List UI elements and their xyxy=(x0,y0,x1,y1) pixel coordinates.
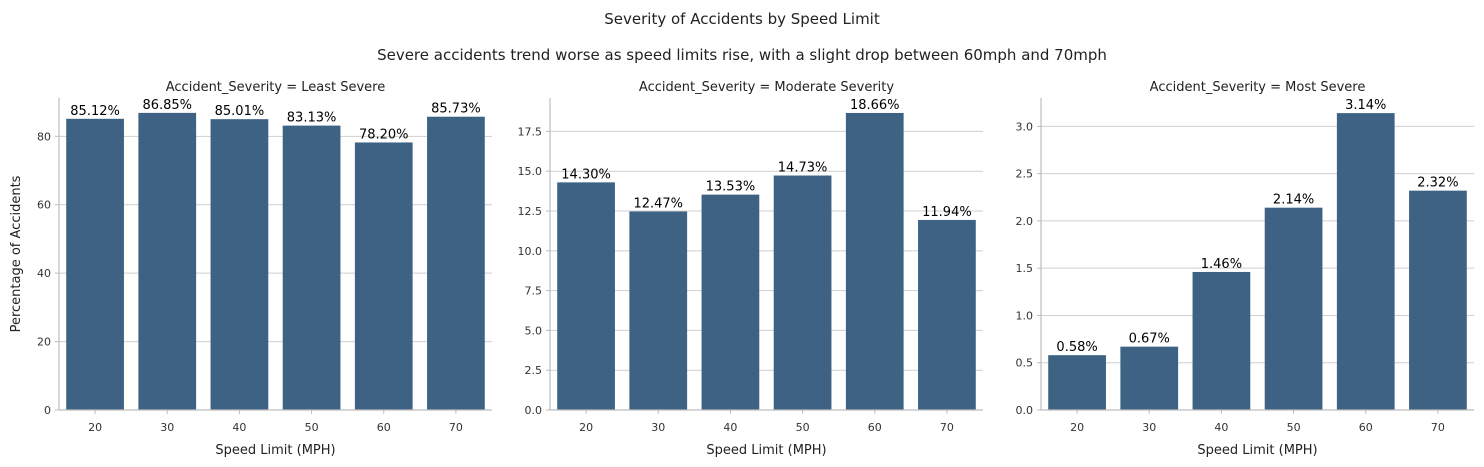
y-tick-label: 2.0 xyxy=(1016,215,1034,228)
data-label: 83.13% xyxy=(287,111,337,126)
data-label: 14.30% xyxy=(561,167,611,182)
chart-panel-2: 0.0 2.5 5.0 7.5 10.0 12.5 15.0 17.5 14.30% 20 12.4… xyxy=(518,80,983,458)
chart-panel-1: 0 20 40 60 80 85.12% 20 86.85% 30 85.01% 40 83.13% 5… xyxy=(9,80,492,458)
x-axis-label: Speed Limit (MPH) xyxy=(215,443,335,458)
x-tick-label: 50 xyxy=(305,421,319,434)
x-tick-label: 20 xyxy=(579,421,593,434)
figure-title: Severity of Accidents by Speed Limit xyxy=(604,10,880,28)
x-tick-label: 60 xyxy=(868,421,882,434)
bar-30 xyxy=(138,112,197,410)
y-tick-label: 15.0 xyxy=(518,165,543,178)
data-label: 85.73% xyxy=(431,102,481,117)
bar-20 xyxy=(557,182,615,410)
x-tick-label: 70 xyxy=(449,421,463,434)
bar-70 xyxy=(1409,190,1467,410)
y-tick-label: 2.5 xyxy=(1016,168,1034,181)
data-label: 0.58% xyxy=(1056,340,1097,355)
x-tick-label: 40 xyxy=(232,421,246,434)
y-tick-label: 7.5 xyxy=(525,285,543,298)
figure-subtitle: Severe accidents trend worse as speed li… xyxy=(377,46,1107,64)
chart-panels: 0 20 40 60 80 85.12% 20 86.85% 30 85.01% 40 83.13% 5… xyxy=(9,80,1474,458)
data-label: 11.94% xyxy=(922,205,972,220)
x-tick-label: 60 xyxy=(1359,421,1373,434)
bar-70 xyxy=(918,219,976,410)
data-label: 86.85% xyxy=(142,98,192,113)
y-tick-label: 0.0 xyxy=(525,404,543,417)
x-tick-label: 30 xyxy=(1142,421,1156,434)
data-label: 85.01% xyxy=(215,104,265,119)
panel-title: Accident_Severity = Most Severe xyxy=(1150,80,1366,95)
y-tick-label: 3.0 xyxy=(1016,120,1034,133)
x-tick-label: 30 xyxy=(160,421,174,434)
bar-40 xyxy=(1192,271,1251,410)
y-tick-label: 20 xyxy=(37,336,51,349)
x-tick-label: 30 xyxy=(651,421,665,434)
x-tick-label: 50 xyxy=(796,421,810,434)
x-tick-label: 70 xyxy=(940,421,954,434)
data-label: 0.67% xyxy=(1129,332,1170,347)
data-label: 3.14% xyxy=(1345,98,1386,113)
x-tick-label: 50 xyxy=(1287,421,1301,434)
y-tick-label: 80 xyxy=(37,130,51,143)
bar-20 xyxy=(66,118,124,411)
chart-panel-3: 0.0 0.5 1.0 1.5 2.0 2.5 3.0 0.58% 20 0.67% 30 1.46%… xyxy=(1016,80,1474,458)
data-label: 85.12% xyxy=(70,104,120,119)
bar-50 xyxy=(773,175,832,410)
bar-50 xyxy=(1264,207,1323,410)
y-tick-label: 0.0 xyxy=(1016,404,1034,417)
x-tick-label: 20 xyxy=(88,421,102,434)
x-tick-label: 60 xyxy=(377,421,391,434)
bar-40 xyxy=(210,119,269,410)
panel-title: Accident_Severity = Moderate Severity xyxy=(639,80,894,95)
panel-title: Accident_Severity = Least Severe xyxy=(166,80,385,95)
y-tick-label: 1.0 xyxy=(1016,309,1034,322)
bar-50 xyxy=(282,125,341,410)
y-tick-label: 0 xyxy=(44,404,51,417)
data-label: 2.32% xyxy=(1417,176,1458,191)
x-axis-label: Speed Limit (MPH) xyxy=(1197,443,1317,458)
y-tick-label: 1.5 xyxy=(1016,262,1034,275)
bar-60 xyxy=(1336,113,1395,411)
data-label: 1.46% xyxy=(1201,257,1242,272)
y-tick-label: 60 xyxy=(37,199,51,212)
x-tick-label: 20 xyxy=(1070,421,1084,434)
x-axis-label: Speed Limit (MPH) xyxy=(706,443,826,458)
data-label: 13.53% xyxy=(706,180,756,195)
y-tick-label: 2.5 xyxy=(525,364,543,377)
y-tick-label: 0.5 xyxy=(1016,357,1034,370)
data-label: 14.73% xyxy=(778,161,828,176)
bar-60 xyxy=(845,112,904,411)
y-tick-label: 10.0 xyxy=(518,245,543,258)
y-tick-label: 17.5 xyxy=(518,125,543,138)
data-label: 18.66% xyxy=(850,98,900,113)
x-tick-label: 40 xyxy=(1214,421,1228,434)
bar-60 xyxy=(354,142,413,410)
bar-40 xyxy=(701,194,760,410)
y-axis-label: Percentage of Accidents xyxy=(9,175,24,332)
y-tick-label: 12.5 xyxy=(518,205,543,218)
data-label: 12.47% xyxy=(633,196,683,211)
data-label: 2.14% xyxy=(1273,193,1314,208)
data-label: 78.20% xyxy=(359,127,409,142)
y-tick-label: 40 xyxy=(37,267,51,280)
x-tick-label: 40 xyxy=(723,421,737,434)
bar-30 xyxy=(629,211,688,410)
bar-30 xyxy=(1120,346,1179,410)
x-tick-label: 70 xyxy=(1431,421,1445,434)
bar-70 xyxy=(427,116,485,410)
bar-20 xyxy=(1048,355,1106,410)
y-tick-label: 5.0 xyxy=(525,324,543,337)
